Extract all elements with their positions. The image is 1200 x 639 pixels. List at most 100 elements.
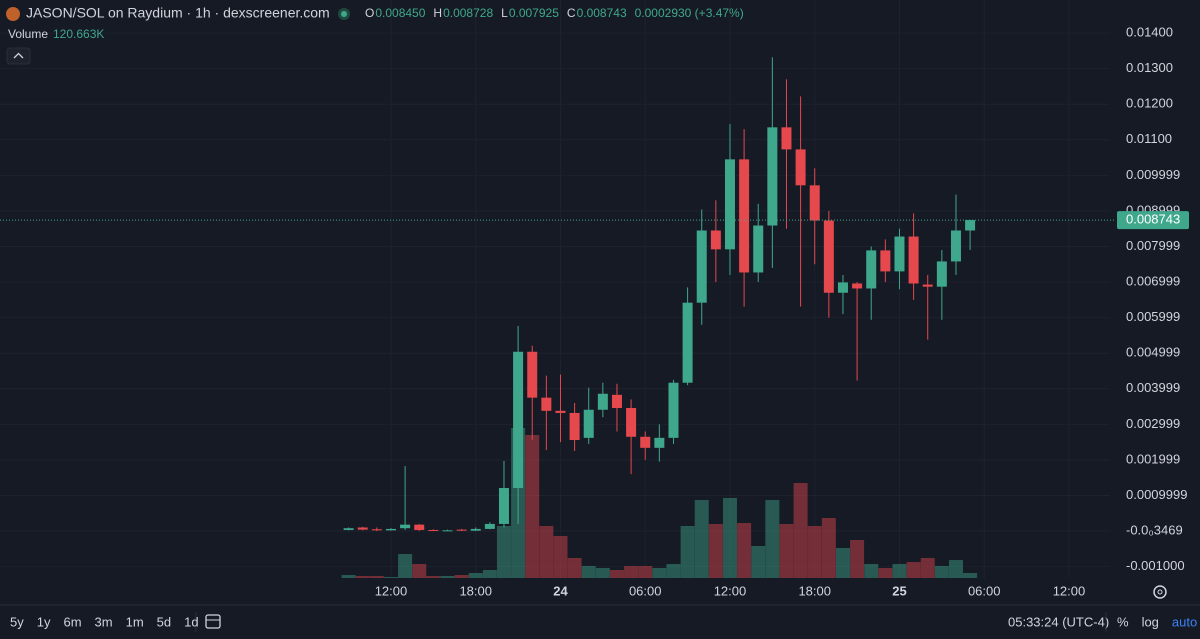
x-tick-label: 06:00 xyxy=(968,583,1001,598)
volume-bar xyxy=(680,525,695,578)
candle-body xyxy=(837,282,848,293)
candle-body xyxy=(371,529,382,531)
collapse-button[interactable] xyxy=(6,47,31,65)
range-button[interactable]: 6m xyxy=(63,614,81,629)
option-button[interactable]: % xyxy=(1117,614,1129,629)
range-button[interactable]: 1y xyxy=(37,614,51,629)
candle-body xyxy=(795,149,806,186)
ohlc-legend: O 0.008450 H 0.008728 L 0.007925 C 0.008743 0.00… xyxy=(365,6,744,20)
candle-body xyxy=(597,393,608,410)
candle-body xyxy=(965,220,976,231)
volume-bar xyxy=(468,572,483,578)
volume-bar xyxy=(454,575,469,578)
candle-body xyxy=(640,436,651,448)
range-button[interactable]: 1d xyxy=(184,614,198,629)
volume-bar xyxy=(482,570,497,578)
volume-value: 120.663K xyxy=(53,27,104,41)
volume-bar xyxy=(892,563,907,578)
volume-bar xyxy=(652,568,667,578)
volume-bar xyxy=(341,575,356,578)
y-tick-label: 0.006999 xyxy=(1126,274,1180,289)
price-change: 0.0002930 (+3.47%) xyxy=(635,6,744,20)
y-tick-label: 0.003999 xyxy=(1126,380,1180,395)
candle-body xyxy=(400,524,411,529)
ohlc-value: 0.007925 xyxy=(509,6,559,20)
volume-bar xyxy=(821,518,836,578)
volume-bar xyxy=(906,562,921,578)
volume-bar xyxy=(609,570,624,578)
volume-bar xyxy=(765,500,780,578)
settings-icon[interactable] xyxy=(1153,585,1167,599)
calendar-icon[interactable] xyxy=(205,614,221,629)
y-tick-label: 0.01400 xyxy=(1126,25,1173,40)
option-button[interactable]: log xyxy=(1142,614,1159,629)
candle-body xyxy=(739,159,750,273)
y-tick-label: 0.007999 xyxy=(1126,238,1180,253)
candle-body xyxy=(936,261,947,287)
y-tick-label: 0.001999 xyxy=(1126,451,1180,466)
candle-body xyxy=(498,488,509,524)
current-price-label: 0.008743 xyxy=(1126,212,1180,227)
volume-bar xyxy=(807,525,822,578)
y-tick-label: 0.01200 xyxy=(1126,96,1173,111)
candle-body xyxy=(414,524,425,530)
y-tick-label: 0.01100 xyxy=(1126,131,1172,146)
y-tick-label: 0.01300 xyxy=(1126,60,1173,75)
volume-bar xyxy=(878,568,893,578)
volume-bar xyxy=(624,565,639,578)
range-button[interactable]: 5d xyxy=(157,614,171,629)
ohlc-key: H xyxy=(433,6,442,20)
candle-body xyxy=(527,351,538,398)
candle-body xyxy=(922,284,933,287)
volume-bar xyxy=(722,497,737,578)
candle-body xyxy=(710,230,721,250)
volume-bar xyxy=(751,546,766,578)
ohlc-value: 0.008728 xyxy=(443,6,493,20)
volume-bar xyxy=(355,576,370,578)
volume-bar xyxy=(737,523,752,578)
x-tick-label: 18:00 xyxy=(798,583,831,598)
range-button[interactable]: 5y xyxy=(10,614,24,629)
candle-body xyxy=(880,250,891,272)
calendar-body xyxy=(205,614,221,629)
candle-body xyxy=(484,523,495,529)
volume-bar xyxy=(412,563,427,578)
x-tick-label: 18:00 xyxy=(459,583,492,598)
candle-body xyxy=(852,283,863,289)
range-button[interactable]: 1m xyxy=(126,614,144,629)
volume-bar xyxy=(963,573,978,578)
range-button[interactable]: 3m xyxy=(95,614,113,629)
candle-body xyxy=(654,437,665,448)
candle-body xyxy=(781,127,792,150)
y-tick-label: 0.009999 xyxy=(1126,167,1180,182)
volume-bar xyxy=(694,500,709,578)
candle-layer xyxy=(343,57,976,532)
candle-body xyxy=(866,250,877,289)
status-dot xyxy=(341,11,347,17)
volume-bar xyxy=(850,540,865,578)
candle-body xyxy=(809,185,820,221)
grid xyxy=(0,0,1110,578)
volume-bar xyxy=(595,568,610,578)
candle-body xyxy=(428,529,439,531)
candle-body xyxy=(343,528,354,530)
ohlc-key: L xyxy=(501,6,508,20)
volume-bar xyxy=(567,557,582,578)
candle-body xyxy=(456,529,467,531)
volume-bar xyxy=(440,576,455,578)
clock: 05:33:24 (UTC-4) xyxy=(1008,614,1109,629)
volume-bar xyxy=(539,525,554,578)
x-tick-label: 12:00 xyxy=(1053,583,1086,598)
volume-bar xyxy=(948,560,963,578)
volume-bar xyxy=(835,548,850,578)
ohlc-key: O xyxy=(365,6,374,20)
option-button[interactable]: auto xyxy=(1172,614,1197,629)
gear-ring xyxy=(1153,585,1167,599)
candle-body xyxy=(908,236,919,284)
current-price-badge xyxy=(1117,211,1189,230)
y-tick-label: 0.0009999 xyxy=(1126,487,1187,502)
candle-body xyxy=(626,407,637,437)
volume-bar xyxy=(920,557,935,578)
